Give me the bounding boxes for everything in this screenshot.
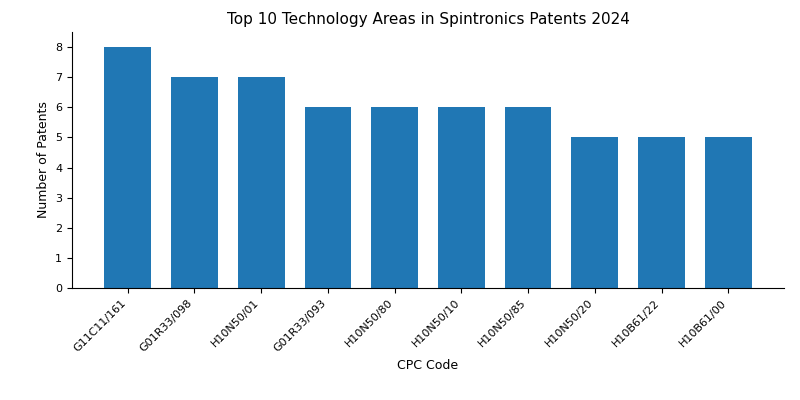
Bar [171, 77, 218, 288]
Bar [638, 138, 685, 288]
Title: Top 10 Technology Areas in Spintronics Patents 2024: Top 10 Technology Areas in Spintronics P… [226, 12, 630, 27]
Bar [371, 107, 418, 288]
Bar [505, 107, 551, 288]
Bar [571, 138, 618, 288]
Y-axis label: Number of Patents: Number of Patents [37, 102, 50, 218]
Bar [438, 107, 485, 288]
Bar [305, 107, 351, 288]
Bar [104, 47, 151, 288]
Bar [238, 77, 285, 288]
X-axis label: CPC Code: CPC Code [398, 360, 458, 372]
Bar [705, 138, 752, 288]
